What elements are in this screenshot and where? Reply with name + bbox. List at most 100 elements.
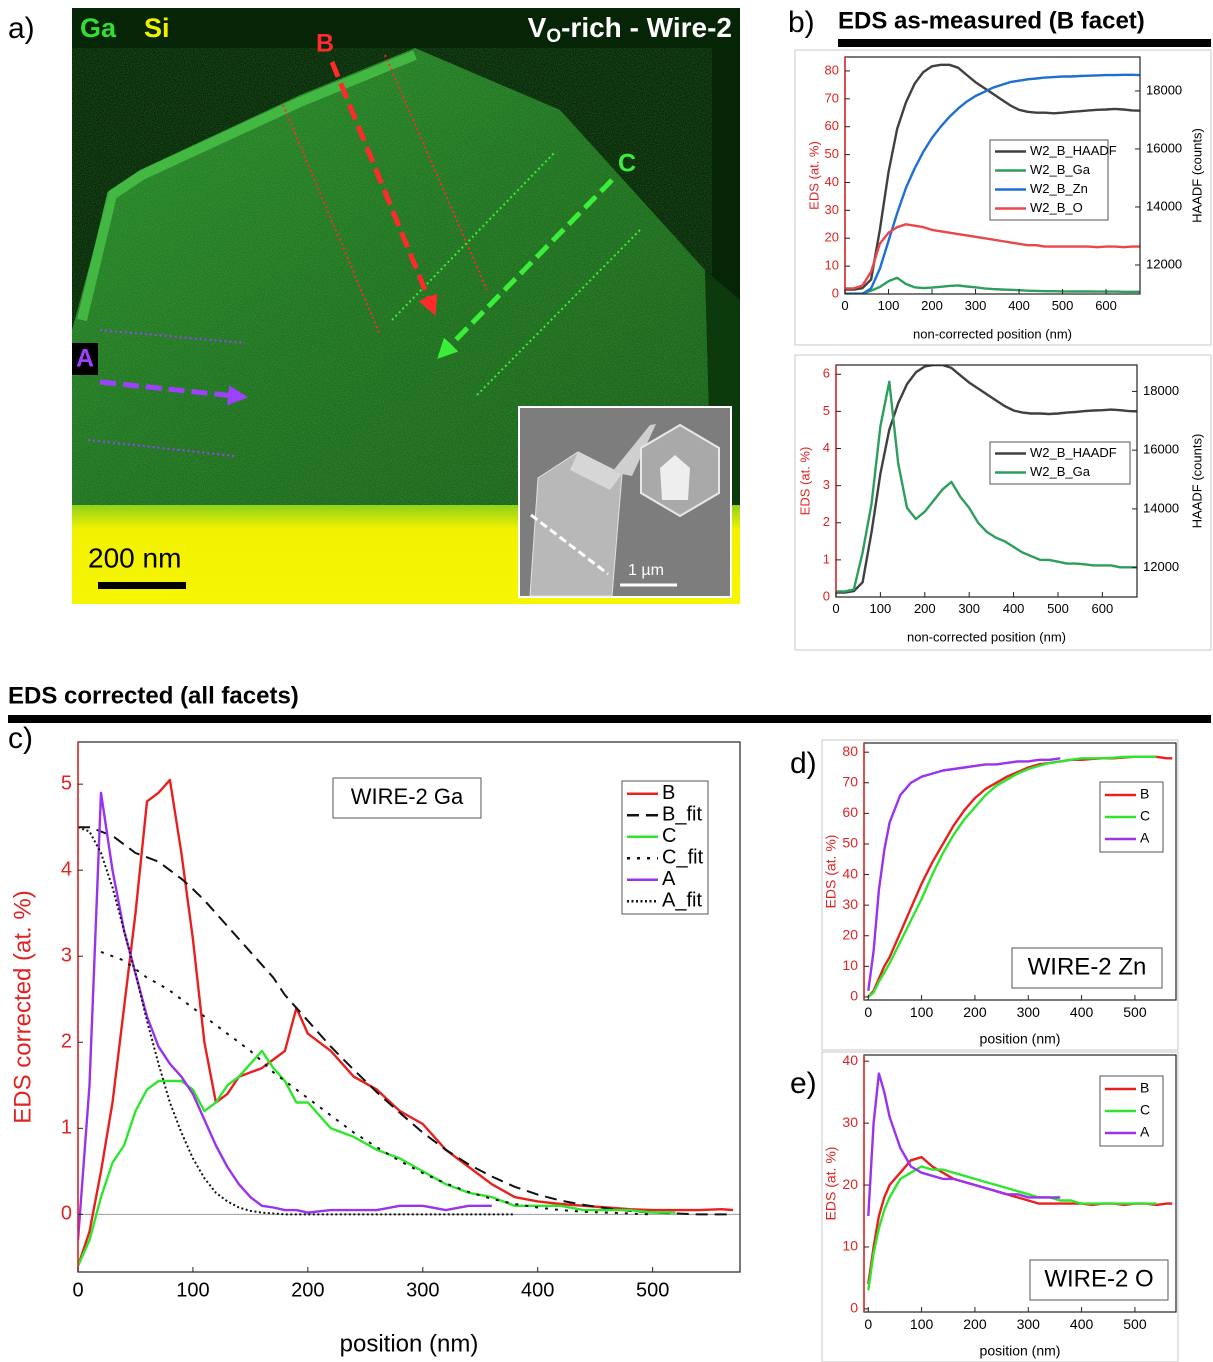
y-tick-label: 4 [823,440,830,455]
panel-label: d) [790,747,817,780]
x-tick-label: 400 [1003,601,1025,616]
x-tick-label: 200 [291,1279,324,1301]
y-tick-label: 30 [842,896,858,912]
y-tick-label: 20 [842,1176,858,1192]
x-axis-label: position (nm) [980,1343,1061,1359]
inset-scale-label: 1 µm [628,562,664,579]
annotation-box [332,777,482,819]
x-axis-label: non-corrected position (nm) [913,326,1072,341]
inset-cut [530,513,609,576]
x-tick-label: 0 [72,1279,83,1301]
legend-box [989,139,1109,221]
x-tick-label: 100 [910,1316,934,1332]
legend-label: W2_B_Ga [1030,464,1091,479]
panel-label: c) [8,722,33,755]
panel-frame [794,354,1212,651]
series-line [78,778,734,1267]
y-tick-label: 40 [842,1052,858,1068]
y2-tick-label: 16000 [1143,442,1179,457]
series-line [836,365,1137,594]
x-tick-label: 0 [841,298,848,313]
y2-tick-label: 14000 [1146,198,1182,213]
panel-label: e) [790,1067,817,1100]
x-tick-label: 600 [1095,298,1117,313]
y2-tick-label: 18000 [1143,383,1179,398]
y2-tick-label: 18000 [1146,82,1182,97]
y-axis-label: EDS (at. %) [823,835,839,909]
y-tick-label: 1 [823,551,830,566]
y-tick-label: 70 [842,773,858,789]
chart: 0 100 200 300 400 500 0 1 2 3 4 5 position (nm) EDS c… [9,741,741,1357]
legend-label: W2_B_O [1030,200,1083,215]
legend-label: B [1140,786,1149,802]
x-tick-label: 400 [1008,298,1030,313]
legend-label: C [1140,808,1150,824]
legend-box [989,441,1131,485]
section-title: EDS as-measured (B facet) [838,7,1145,34]
x-tick-label: 200 [963,1004,987,1020]
scale-bar [98,582,186,589]
legend-label: B [662,782,675,804]
y-tick-label: 80 [825,62,839,77]
y-tick-label: 1 [61,1117,72,1139]
inset: 1 µm [518,406,732,598]
y-tick-label: 10 [842,957,858,973]
y-tick-label: 5 [61,772,72,794]
y-tick-label: 50 [842,835,858,851]
micrograph: Ga Si VO-rich - Wire-2 A B C 200 nm 1 µm [72,8,740,604]
y2-axis-label: HAADF (counts) [1189,434,1204,529]
y2-tick-label: 16000 [1146,140,1182,155]
legend-label: W2_B_HAADF [1030,445,1117,460]
x-tick-label: 0 [864,1004,872,1020]
y-tick-label: 0 [61,1203,72,1225]
image-title: VO-rich - Wire-2 [528,12,732,47]
y-tick-label: 2 [61,1031,72,1053]
y-tick-label: 20 [825,230,839,245]
y-tick-label: 60 [825,118,839,133]
x-tick-label: 300 [1017,1316,1041,1332]
x-tick-label: 0 [832,601,839,616]
y-axis-label: EDS (at. %) [797,447,812,516]
series-line [845,73,1140,294]
series-line [100,950,653,1216]
annotation-box [1029,1259,1169,1301]
x-tick-label: 100 [870,601,892,616]
section-rule [838,39,1211,47]
panel-frame [794,49,1212,346]
chart: 0 100 200 300 400 500 600 0 10 20 30 40 50 60 70 80 1200… [794,49,1212,346]
legend-label: A [1140,1124,1150,1140]
x-tick-label: 300 [958,601,980,616]
plot-area [836,365,1137,594]
y-tick-label: 70 [825,90,839,105]
series-line [836,380,1137,593]
panel-frame [821,739,1179,1051]
line-label: B [316,30,334,58]
plot-area [867,755,1173,998]
series-line [867,1165,1157,1291]
legend-label: C [662,825,676,847]
legend-label: B [1140,1080,1149,1096]
section-title: EDS corrected (all facets) [8,682,299,709]
y-axis-label: EDS (at. %) [806,141,821,210]
x-tick-label: 500 [1047,601,1069,616]
panel-label: b) [788,6,815,39]
legend-label: B_fit [662,804,702,826]
scan-arrow [437,178,614,359]
title-subscript: O [546,26,561,47]
series-line [867,1072,1061,1217]
y-tick-label: 20 [842,926,858,942]
legend-label: A [662,868,676,890]
x-tick-label: 500 [1052,298,1074,313]
y-tick-label: 0 [832,285,839,300]
x-tick-label: 100 [878,298,900,313]
series-line [867,755,1157,998]
x-axis-label: position (nm) [980,1031,1061,1047]
legend-label: W2_B_Ga [1030,162,1091,177]
x-tick-label: 400 [1070,1004,1094,1020]
x-tick-label: 300 [1017,1004,1041,1020]
y-tick-label: 3 [823,477,830,492]
plot-area [867,1072,1173,1291]
y-tick-label: 5 [823,403,830,418]
